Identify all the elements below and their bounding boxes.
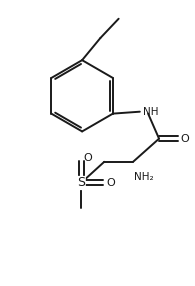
Text: O: O [180, 134, 189, 144]
Text: NH₂: NH₂ [134, 172, 154, 182]
Text: S: S [77, 176, 85, 190]
Text: O: O [83, 153, 92, 163]
Text: NH: NH [143, 107, 158, 117]
Text: O: O [106, 178, 115, 188]
